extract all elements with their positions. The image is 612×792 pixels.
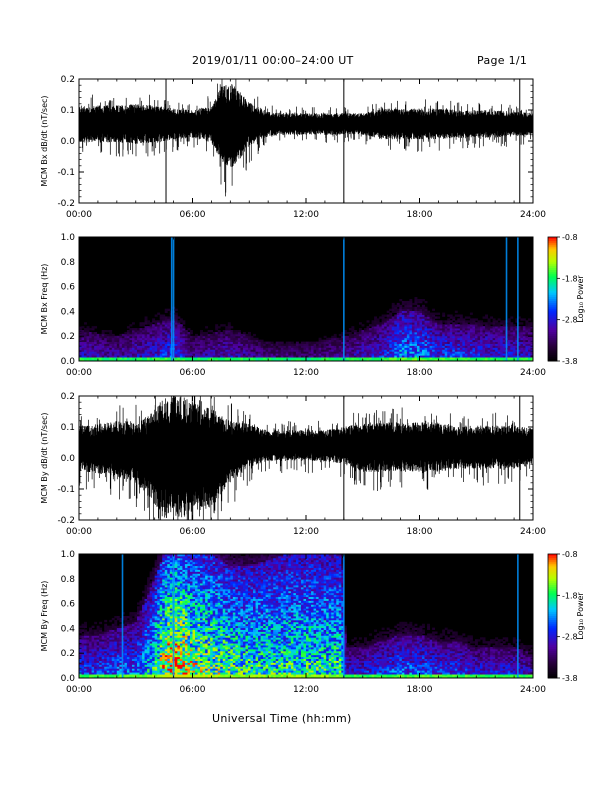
data-trace — [79, 396, 533, 520]
x-tick-label: 18:00 — [407, 210, 433, 220]
y-tick-label: 1.0 — [61, 550, 76, 560]
colorbar-tick-label: -3.8 — [562, 674, 578, 683]
y-tick-label: 0.8 — [61, 258, 76, 268]
x-tick-label: 00:00 — [66, 210, 92, 220]
y-tick-label: 0.4 — [61, 624, 76, 634]
plot-title: 2019/01/11 00:00–24:00 UT — [192, 54, 354, 67]
colorbar: -0.8 -1.8 -2.8 -3.8 Log₁₀ Power — [547, 550, 585, 683]
y-tick-label: 0.4 — [61, 307, 76, 317]
x-axis-label: Universal Time (hh:mm) — [212, 712, 352, 725]
x-tick-label: 18:00 — [407, 368, 433, 378]
y-tick-label: 0.2 — [61, 75, 75, 85]
page-indicator: Page 1/1 — [477, 54, 528, 67]
x-tick-label: 12:00 — [293, 210, 319, 220]
x-tick-label: 12:00 — [293, 685, 319, 695]
panel-3: 00:00 06:00 12:00 18:00 24:00 -0.2 -0.1 0.0 0.1 0… — [40, 392, 546, 537]
x-tick-label: 06:00 — [180, 368, 206, 378]
broadband-line — [172, 237, 175, 361]
broadband-line — [170, 237, 173, 361]
broadband-line — [172, 554, 175, 678]
x-tick-label: 18:00 — [407, 685, 433, 695]
colorbar-frame — [547, 553, 558, 679]
panel-2: -0.8 -1.8 -2.8 -3.8 Log₁₀ Power 00:00 06:00 12:… — [40, 233, 585, 378]
y-axis-label: MCM By Freq (Hz) — [40, 581, 49, 652]
x-tick-label: 12:00 — [293, 368, 319, 378]
y-tick-label: 1.0 — [61, 233, 76, 243]
y-tick-label: 0.2 — [61, 392, 75, 402]
x-tick-label: 00:00 — [66, 685, 92, 695]
y-tick-label: 0.1 — [61, 423, 75, 433]
y-tick-label: 0.0 — [61, 357, 76, 367]
data-series-3 — [79, 396, 533, 520]
data-trace — [79, 79, 533, 197]
y-axis-label: MCM By dB/dt (nT/sec) — [40, 412, 49, 503]
x-tick-label: 24:00 — [520, 368, 546, 378]
y-tick-label: 0.2 — [61, 649, 75, 659]
x-tick-label: 00:00 — [66, 527, 92, 537]
broadband-line — [121, 554, 124, 678]
y-tick-label: -0.2 — [57, 516, 75, 526]
colorbar-tick-label: -0.8 — [562, 550, 578, 559]
y-tick-label: 0.0 — [61, 454, 76, 464]
colorbar-label: Log₁₀ Power — [576, 275, 585, 323]
x-tick-label: 24:00 — [520, 210, 546, 220]
y-tick-label: 0.6 — [61, 283, 76, 293]
data-series-1 — [79, 79, 533, 203]
colorbar-tick-label: -3.8 — [562, 357, 578, 366]
colorbar-tick-label: -2.8 — [562, 316, 578, 325]
broadband-line — [517, 554, 519, 678]
y-tick-label: 0.0 — [61, 674, 76, 684]
y-tick-label: -0.1 — [57, 168, 75, 178]
panel-4: -0.8 -1.8 -2.8 -3.8 Log₁₀ Power 00:00 06:00 12:… — [40, 550, 585, 695]
y-tick-label: 0.8 — [61, 575, 76, 585]
colorbar-tick-label: -0.8 — [562, 233, 578, 242]
heatmap-cells — [79, 237, 533, 361]
x-tick-label: 00:00 — [66, 368, 92, 378]
colorbar-tick-label: -2.8 — [562, 633, 578, 642]
y-tick-label: 0.0 — [61, 137, 76, 147]
colorbar-tick-label: -1.8 — [562, 274, 578, 283]
x-tick-label: 06:00 — [180, 527, 206, 537]
x-tick-label: 24:00 — [520, 685, 546, 695]
colorbar-frame — [547, 236, 558, 362]
broadband-line — [517, 237, 519, 361]
y-axis-label: MCM Bx dB/dt (nT/sec) — [40, 95, 49, 186]
x-tick-label: 24:00 — [520, 527, 546, 537]
broadband-line — [343, 554, 345, 678]
colorbar: -0.8 -1.8 -2.8 -3.8 Log₁₀ Power — [547, 233, 585, 366]
x-tick-label: 06:00 — [180, 685, 206, 695]
panel-1: 00:00 06:00 12:00 18:00 24:00 -0.2 -0.1 0.0 0.1 0… — [40, 75, 546, 220]
y-tick-label: 0.1 — [61, 106, 75, 116]
x-tick-label: 12:00 — [293, 527, 319, 537]
x-tick-label: 06:00 — [180, 210, 206, 220]
y-axis-label: MCM Bx Freq (Hz) — [40, 264, 49, 335]
y-tick-label: 0.2 — [61, 332, 75, 342]
x-tick-label: 18:00 — [407, 527, 433, 537]
broadband-line — [343, 237, 345, 361]
heatmap-cells — [79, 554, 533, 678]
broadband-line — [505, 237, 508, 361]
y-tick-label: -0.2 — [57, 199, 75, 209]
colorbar-tick-label: -1.8 — [562, 591, 578, 600]
y-tick-label: 0.6 — [61, 600, 76, 610]
y-tick-label: -0.1 — [57, 485, 75, 495]
colorbar-label: Log₁₀ Power — [576, 592, 585, 640]
